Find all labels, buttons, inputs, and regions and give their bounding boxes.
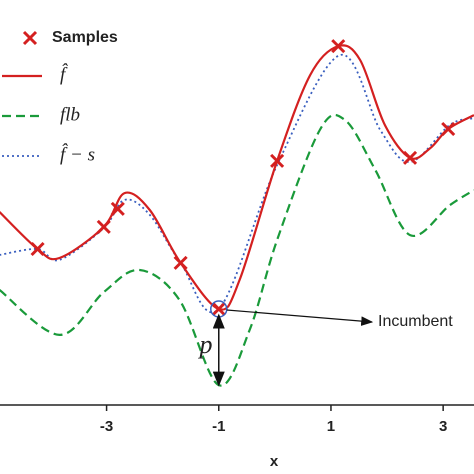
sample-marker [441,121,456,137]
legend-label: Samples [52,29,118,46]
sample-marker [30,241,45,257]
sample-marker [173,255,188,270]
x-tick-label: -1 [212,418,225,435]
x-tick-label: -3 [100,418,113,435]
line-series [0,44,474,311]
legend-label: f̂ − s [60,143,95,165]
sample-marker [402,150,418,165]
incumbent-arrow [226,309,374,326]
sample-marker [270,153,285,168]
sample-marker [331,39,346,54]
x-axis-label: x [270,453,279,470]
legend-label: f̂ [60,63,69,85]
line-series [0,113,474,387]
gap-label: p [198,330,213,359]
x-tick-label: 3 [439,418,447,435]
line-series [0,54,474,313]
legend-label: flb [60,104,80,125]
sample-marker [110,201,125,216]
sample-marker [211,301,226,317]
x-tick-label: 1 [327,418,335,435]
incumbent-label: Incumbent [378,313,453,330]
sample-marker [96,219,111,234]
legend-marker [22,30,38,46]
